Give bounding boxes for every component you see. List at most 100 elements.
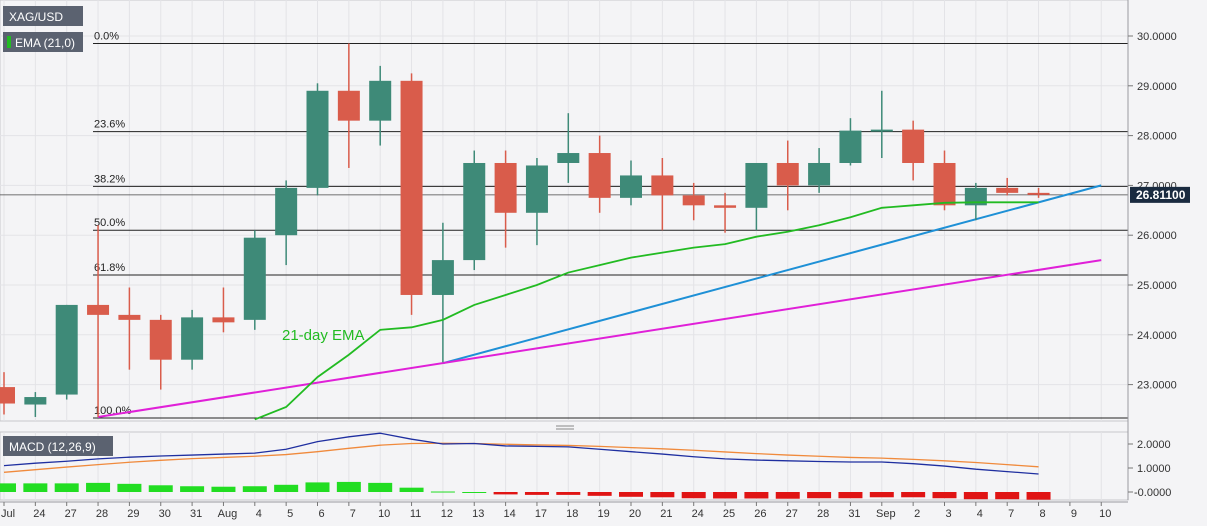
macd-y-tick-label: -0.0000	[1134, 487, 1171, 499]
fib-label: 61.8%	[94, 262, 125, 274]
candle-body-up	[181, 317, 204, 360]
x-tick-label: 24	[33, 508, 45, 520]
macd-histogram-bar	[901, 492, 926, 498]
x-tick-label: 28	[817, 508, 829, 520]
x-tick-label: 21	[660, 508, 672, 520]
current-price-value: 26.81100	[1136, 188, 1186, 202]
macd-histogram-bar	[524, 492, 549, 495]
x-tick-label: Jul	[1, 508, 15, 520]
candle-body-down	[400, 80, 423, 295]
candle-body-down	[776, 162, 799, 186]
macd-histogram-bar	[368, 482, 393, 492]
y-tick-label: 24.0000	[1137, 330, 1177, 342]
ema-annotation: 21-day EMA	[282, 327, 365, 344]
macd-histogram-bar	[775, 492, 800, 499]
macd-histogram-bar	[462, 492, 487, 493]
symbol-label: XAG/USD	[3, 6, 83, 26]
macd-histogram-bar	[713, 492, 738, 499]
macd-histogram-bar	[211, 486, 236, 492]
candle-body-down	[902, 129, 925, 163]
y-tick-label: 29.0000	[1137, 81, 1177, 93]
macd-histogram-bar	[1026, 492, 1051, 500]
macd-histogram-bar	[399, 487, 424, 492]
x-tick-label: 8	[1039, 508, 1045, 520]
macd-legend[interactable]: MACD (12,26,9)	[3, 436, 113, 456]
macd-histogram-bar	[650, 492, 675, 498]
macd-histogram-bar	[274, 484, 299, 492]
x-tick-label: 20	[629, 508, 641, 520]
macd-histogram-bar	[336, 481, 361, 492]
x-tick-label: 29	[127, 508, 139, 520]
macd-line	[3, 432, 1039, 475]
candle-body-up	[808, 162, 831, 186]
pane-resize-handle[interactable]	[556, 425, 574, 430]
macd-histogram-bar	[807, 492, 832, 499]
x-tick-label: 18	[566, 508, 578, 520]
macd-histogram-bar	[493, 492, 518, 495]
ema-legend[interactable]: EMA (21,0)	[3, 32, 83, 52]
macd-histogram-bar	[619, 492, 643, 497]
macd-histogram-bar	[117, 483, 142, 492]
macd-histogram-bar	[180, 486, 205, 492]
x-tick-label: 17	[535, 508, 547, 520]
macd-histogram-bar	[148, 485, 173, 492]
current-price-tag	[1130, 186, 1190, 203]
macd-histogram-bar	[430, 491, 455, 493]
fib-label: 0.0%	[94, 30, 119, 42]
candle-body-down	[651, 175, 674, 196]
candle-body-up	[369, 80, 392, 121]
axes: 30.000029.000028.000027.000026.000025.00…	[0, 0, 1190, 520]
candle-body-up	[463, 162, 486, 261]
candle-body-up	[745, 162, 768, 208]
macd-y-tick-label: 2.0000	[1137, 439, 1171, 451]
x-tick-label: 6	[318, 508, 324, 520]
candlesticks	[0, 43, 1050, 417]
x-tick-label: 9	[1071, 508, 1077, 520]
x-tick-label: 3	[945, 508, 951, 520]
x-tick-label: 30	[159, 508, 171, 520]
macd-y-tick-label: 1.0000	[1137, 463, 1171, 475]
x-tick-label: 27	[65, 508, 77, 520]
candle-body-up	[839, 130, 862, 163]
macd-histogram-bar	[995, 492, 1020, 500]
x-tick-label: 28	[96, 508, 108, 520]
fib-label: 50.0%	[94, 217, 125, 229]
x-tick-label: 31	[190, 508, 202, 520]
svg-text:MACD (12,26,9): MACD (12,26,9)	[9, 440, 96, 454]
macd-histogram-bar	[54, 483, 79, 492]
x-tick-label: 5	[287, 508, 293, 520]
x-tick-label: 12	[441, 508, 453, 520]
candle-body-up	[557, 153, 580, 163]
candle-body-up	[525, 165, 548, 213]
candle-body-up	[431, 260, 454, 295]
candle-body-up	[306, 90, 329, 188]
candle-body-down	[996, 187, 1019, 193]
ema-color-swatch	[7, 36, 11, 48]
x-tick-label: Sep	[876, 508, 896, 520]
x-tick-label: 10	[378, 508, 390, 520]
macd-histogram-bar	[23, 483, 48, 492]
x-tick-label: 4	[977, 508, 983, 520]
macd-histogram-bar	[963, 492, 988, 500]
macd-panel	[0, 432, 1051, 500]
x-tick-label: 10	[1099, 508, 1111, 520]
fib-label: 23.6%	[94, 119, 125, 131]
y-tick-label: 26.0000	[1137, 230, 1177, 242]
macd-histogram-bar	[0, 483, 16, 492]
candle-body-down	[212, 317, 235, 323]
x-tick-label: 4	[256, 508, 262, 520]
candle-body-up	[870, 129, 893, 132]
macd-histogram-bar	[587, 492, 612, 496]
candle-body-down	[149, 319, 172, 360]
y-tick-label: 25.0000	[1137, 280, 1177, 292]
candle-body-down	[337, 90, 360, 121]
candle-body-down	[933, 162, 956, 206]
x-tick-label: 13	[472, 508, 484, 520]
macd-histogram-bar	[932, 492, 957, 499]
candle-body-up	[24, 397, 47, 405]
candle-body-down	[0, 387, 15, 404]
macd-histogram-bar	[556, 492, 581, 495]
x-tick-label: 24	[692, 508, 704, 520]
candle-body-down	[1027, 192, 1050, 195]
